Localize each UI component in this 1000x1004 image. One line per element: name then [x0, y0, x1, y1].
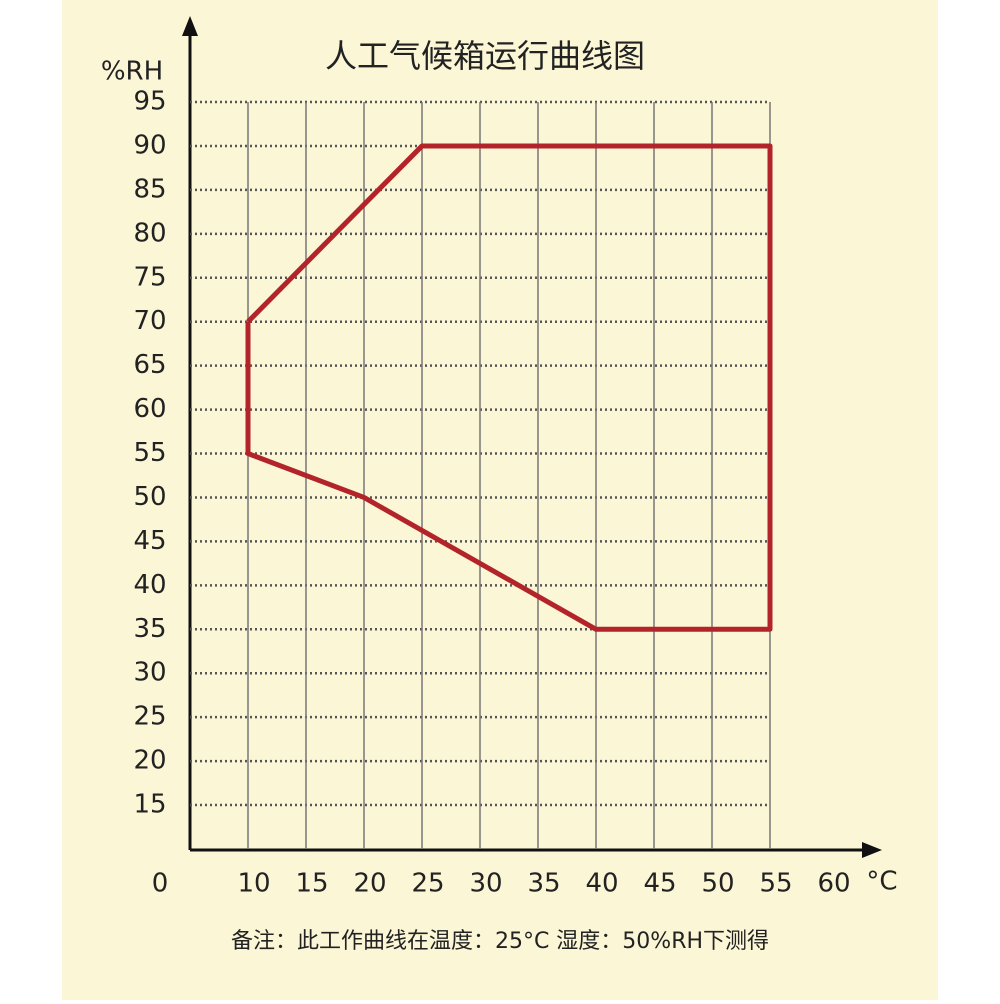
y-axis-label: %RH — [101, 57, 163, 87]
curve — [245, 143, 773, 632]
y-tick-label: 45 — [133, 526, 166, 556]
x-tick-label: 30 — [469, 869, 502, 899]
origin-label: 0 — [152, 869, 169, 899]
x-axis-label: °C — [866, 867, 897, 897]
y-axis-arrow — [182, 16, 198, 36]
x-tick-label: 10 — [237, 869, 270, 899]
y-tick-label: 95 — [133, 87, 166, 117]
x-tick-label: 25 — [411, 869, 444, 899]
y-tick-label: 15 — [133, 790, 166, 820]
footnote: 备注：此工作曲线在温度：25°C 湿度：50%RH下测得 — [231, 929, 769, 954]
y-tick-label: 80 — [133, 218, 166, 248]
y-tick-label: 65 — [133, 350, 166, 380]
chart-title: 人工气候箱运行曲线图 — [325, 37, 645, 75]
y-tick-label: 70 — [133, 306, 166, 336]
y-tick-label: 50 — [133, 482, 166, 512]
y-tick-label: 30 — [133, 658, 166, 688]
x-tick-label: 45 — [643, 869, 676, 899]
y-tick-label: 90 — [133, 130, 166, 160]
x-tick-label: 60 — [817, 869, 850, 899]
background — [62, 0, 938, 1000]
x-tick-label: 50 — [701, 869, 734, 899]
y-tick-label: 85 — [133, 174, 166, 204]
y-tick-label: 35 — [133, 614, 166, 644]
x-axis-arrow — [862, 842, 882, 858]
y-tick-label: 20 — [133, 746, 166, 776]
x-tick-label: 55 — [759, 869, 792, 899]
y-tick-label: 75 — [133, 262, 166, 292]
y-tick-label: 55 — [133, 438, 166, 468]
x-tick-label: 15 — [295, 869, 328, 899]
x-tick-label: 20 — [353, 869, 386, 899]
y-tick-label: 25 — [133, 702, 166, 732]
y-tick-label: 40 — [133, 570, 166, 600]
y-tick-label: 60 — [133, 394, 166, 424]
x-tick-label: 40 — [585, 869, 618, 899]
x-tick-label: 35 — [527, 869, 560, 899]
